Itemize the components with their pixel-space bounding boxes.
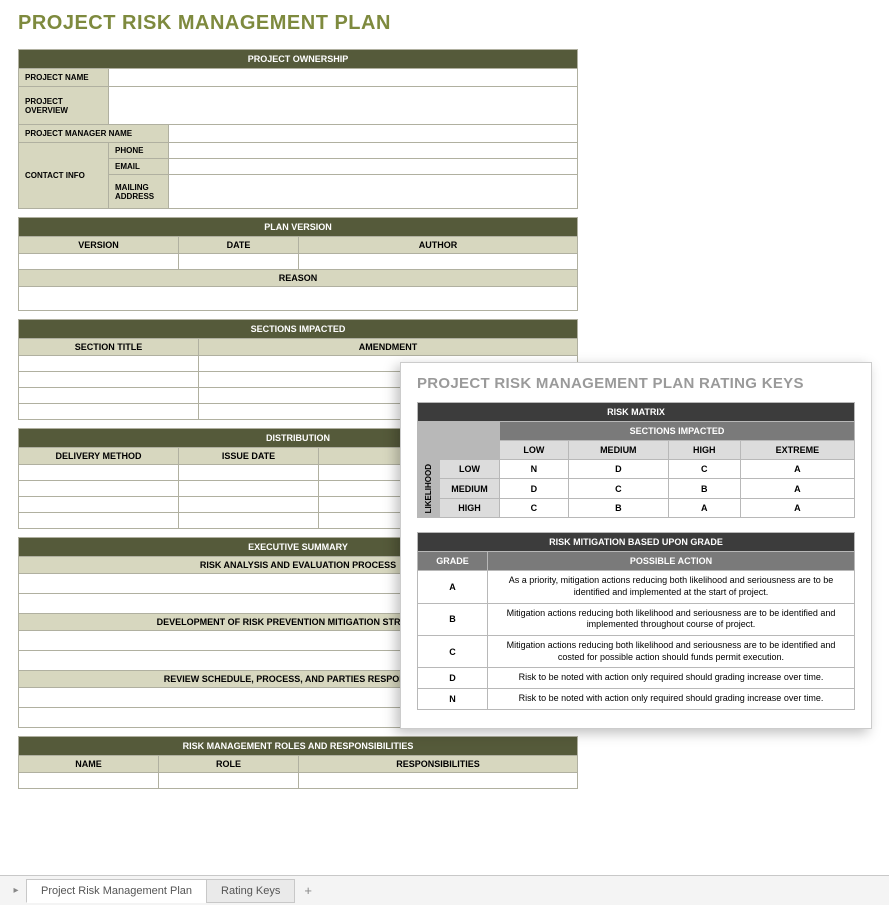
project-name-field[interactable] bbox=[109, 69, 578, 87]
sheet-tabbar: ▸ Project Risk Management Plan Rating Ke… bbox=[0, 875, 889, 905]
reason-label: REASON bbox=[19, 270, 578, 287]
matrix-cell: A bbox=[740, 479, 854, 498]
action-cell: Risk to be noted with action only requir… bbox=[488, 689, 855, 710]
tab-project-plan[interactable]: Project Risk Management Plan bbox=[26, 879, 207, 903]
version-cell[interactable] bbox=[19, 254, 179, 270]
roles-table: RISK MANAGEMENT ROLES AND RESPONSIBILITI… bbox=[18, 736, 578, 789]
action-cell: Mitigation actions reducing both likelih… bbox=[488, 603, 855, 635]
phone-label: PHONE bbox=[109, 143, 169, 159]
matrix-col-2: HIGH bbox=[668, 441, 740, 460]
action-cell: Risk to be noted with action only requir… bbox=[488, 668, 855, 689]
grade-cell: B bbox=[418, 603, 488, 635]
risk-matrix-table: RISK MATRIX SECTIONS IMPACTED LOW MEDIUM… bbox=[417, 402, 855, 518]
author-cell[interactable] bbox=[299, 254, 578, 270]
tab-add-button[interactable]: + bbox=[294, 879, 322, 902]
matrix-corner bbox=[418, 422, 500, 460]
action-cell: As a priority, mitigation actions reduci… bbox=[488, 571, 855, 603]
grade-cell: N bbox=[418, 689, 488, 710]
mailing-label: MAILING ADDRESS bbox=[109, 175, 169, 209]
version-table: PLAN VERSION VERSION DATE AUTHOR REASON bbox=[18, 217, 578, 311]
table-row[interactable] bbox=[19, 388, 199, 404]
mitigation-col-0: GRADE bbox=[418, 552, 488, 571]
contact-info-label: CONTACT INFO bbox=[19, 143, 109, 209]
matrix-col-0: LOW bbox=[500, 441, 569, 460]
matrix-header: RISK MATRIX bbox=[418, 403, 855, 422]
roles-col-2: RESPONSIBILITIES bbox=[299, 756, 578, 773]
version-col-0: VERSION bbox=[19, 237, 179, 254]
grade-cell: D bbox=[418, 668, 488, 689]
overlay-title: PROJECT RISK MANAGEMENT PLAN RATING KEYS bbox=[417, 375, 855, 392]
action-cell: Mitigation actions reducing both likelih… bbox=[488, 636, 855, 668]
matrix-cell: C bbox=[500, 498, 569, 517]
email-label: EMAIL bbox=[109, 159, 169, 175]
table-row[interactable] bbox=[179, 481, 319, 497]
matrix-cell: D bbox=[500, 479, 569, 498]
table-row[interactable] bbox=[179, 497, 319, 513]
grade-cell: C bbox=[418, 636, 488, 668]
matrix-cell: A bbox=[668, 498, 740, 517]
tab-rating-keys[interactable]: Rating Keys bbox=[206, 879, 295, 903]
matrix-cell: B bbox=[568, 498, 668, 517]
matrix-cell: B bbox=[668, 479, 740, 498]
matrix-cell: A bbox=[740, 498, 854, 517]
matrix-cell: A bbox=[740, 460, 854, 479]
project-name-label: PROJECT NAME bbox=[19, 69, 109, 87]
roles-col-0: NAME bbox=[19, 756, 159, 773]
table-row[interactable] bbox=[19, 481, 179, 497]
sections-header: SECTIONS IMPACTED bbox=[19, 320, 578, 339]
email-field[interactable] bbox=[169, 159, 578, 175]
table-row[interactable] bbox=[19, 372, 199, 388]
phone-field[interactable] bbox=[169, 143, 578, 159]
project-manager-label: PROJECT MANAGER NAME bbox=[19, 125, 169, 143]
table-row[interactable] bbox=[179, 513, 319, 529]
mitigation-header: RISK MITIGATION BASED UPON GRADE bbox=[418, 533, 855, 552]
sections-col-0: SECTION TITLE bbox=[19, 339, 199, 356]
version-col-1: DATE bbox=[179, 237, 299, 254]
ownership-header: PROJECT OWNERSHIP bbox=[19, 50, 578, 69]
matrix-row-2: HIGH bbox=[440, 498, 500, 517]
matrix-col-1: MEDIUM bbox=[568, 441, 668, 460]
matrix-row-1: MEDIUM bbox=[440, 479, 500, 498]
roles-header: RISK MANAGEMENT ROLES AND RESPONSIBILITI… bbox=[19, 737, 578, 756]
tab-nav-prev-icon[interactable]: ▸ bbox=[6, 885, 26, 896]
project-manager-field[interactable] bbox=[169, 125, 578, 143]
distribution-col-1: ISSUE DATE bbox=[179, 448, 319, 465]
table-row[interactable] bbox=[299, 773, 578, 789]
table-row[interactable] bbox=[19, 356, 199, 372]
table-row[interactable] bbox=[179, 465, 319, 481]
matrix-cell: N bbox=[500, 460, 569, 479]
version-col-2: AUTHOR bbox=[299, 237, 578, 254]
table-row[interactable] bbox=[159, 773, 299, 789]
roles-col-1: ROLE bbox=[159, 756, 299, 773]
grade-cell: A bbox=[418, 571, 488, 603]
matrix-cell: C bbox=[568, 479, 668, 498]
matrix-col-3: EXTREME bbox=[740, 441, 854, 460]
project-overview-label: PROJECT OVERVIEW bbox=[19, 87, 109, 125]
page-title: PROJECT RISK MANAGEMENT PLAN bbox=[18, 12, 871, 35]
rating-keys-panel: PROJECT RISK MANAGEMENT PLAN RATING KEYS… bbox=[400, 362, 872, 729]
version-header: PLAN VERSION bbox=[19, 218, 578, 237]
likelihood-label: LIKELIHOOD bbox=[424, 464, 433, 513]
matrix-cell: C bbox=[668, 460, 740, 479]
table-row[interactable] bbox=[19, 404, 199, 420]
ownership-table: PROJECT OWNERSHIP PROJECT NAME PROJECT O… bbox=[18, 49, 578, 209]
table-row[interactable] bbox=[19, 465, 179, 481]
matrix-subheader: SECTIONS IMPACTED bbox=[500, 422, 855, 441]
matrix-cell: D bbox=[568, 460, 668, 479]
project-overview-field[interactable] bbox=[109, 87, 578, 125]
matrix-row-0: LOW bbox=[440, 460, 500, 479]
distribution-col-0: DELIVERY METHOD bbox=[19, 448, 179, 465]
date-cell[interactable] bbox=[179, 254, 299, 270]
table-row[interactable] bbox=[19, 773, 159, 789]
mailing-field[interactable] bbox=[169, 175, 578, 209]
mitigation-table: RISK MITIGATION BASED UPON GRADE GRADE P… bbox=[417, 532, 855, 710]
mitigation-col-1: POSSIBLE ACTION bbox=[488, 552, 855, 571]
table-row[interactable] bbox=[19, 513, 179, 529]
reason-field[interactable] bbox=[19, 287, 578, 311]
sections-col-1: AMENDMENT bbox=[199, 339, 578, 356]
table-row[interactable] bbox=[19, 497, 179, 513]
